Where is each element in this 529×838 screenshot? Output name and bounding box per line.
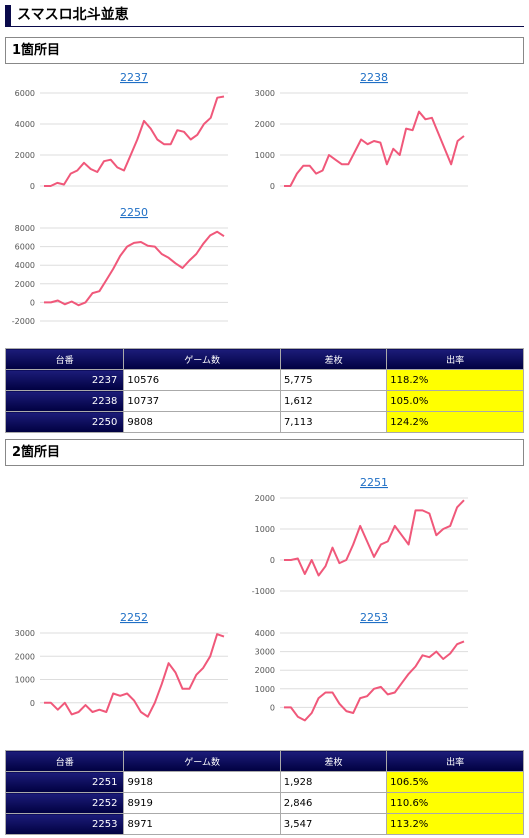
y-tick-label: 3000 [15,629,35,638]
table-cell: 2252 [4,792,125,814]
y-tick-label: 1000 [255,525,275,534]
table-row: 2252 8919 2,846 110.6% [4,792,524,814]
table-cell: 113.2% [386,813,524,835]
y-tick-label: 3000 [255,648,275,657]
chart-title[interactable]: 2250 [120,206,148,219]
y-tick-label: 0 [30,182,35,191]
header-row: 台番 ゲーム数 差枚 出率 [4,750,524,772]
table-cell: 2251 [4,771,125,793]
y-tick-label: 2000 [15,151,35,160]
table-cell: 5,775 [279,369,388,391]
y-tick-label: 1000 [255,685,275,694]
data-line [284,110,465,187]
y-tick-label: 8000 [15,224,35,233]
data-line [284,640,465,722]
y-tick-label: 1000 [15,676,35,685]
column-header: 台番 [4,348,125,370]
chart-title[interactable]: 2252 [120,611,148,624]
table-cell: 3,547 [279,813,388,835]
y-tick-label: 0 [270,182,275,191]
table-cell: 2,846 [279,792,388,814]
line-chart: 2251 -1000 0 1000 2000 [252,476,468,596]
table-cell: 8919 [123,792,281,814]
chart-title[interactable]: 2251 [360,476,388,489]
y-tick-label: 2000 [255,666,275,675]
y-tick-label: 1000 [255,151,275,160]
table-cell: 110.6% [386,792,524,814]
data-line [284,499,465,577]
line-chart: 2253 0 1000 2000 3000 4000 [255,611,468,722]
line-chart: 2238 0 1000 2000 3000 [255,71,468,191]
y-tick-label: 2000 [15,652,35,661]
table-cell: 1,928 [279,771,388,793]
data-line [44,633,225,718]
table-row: 2253 8971 3,547 113.2% [4,813,524,835]
y-tick-label: 0 [30,699,35,708]
column-header: ゲーム数 [123,750,281,772]
table-cell: 118.2% [386,369,524,391]
y-tick-label: 0 [30,298,35,307]
table-cell: 2250 [4,411,125,433]
column-header: 出率 [386,750,524,772]
table-cell: 9918 [123,771,281,793]
column-header: 台番 [4,750,125,772]
table-cell: 2237 [4,369,125,391]
y-tick-label: 6000 [15,243,35,252]
table-cell: 10576 [123,369,281,391]
y-tick-label: 4000 [255,629,275,638]
column-header: ゲーム数 [123,348,281,370]
table-cell: 105.0% [386,390,524,412]
y-tick-label: 0 [270,703,275,712]
y-tick-label: 2000 [255,120,275,129]
data-line [44,95,225,187]
line-chart: 2237 0 2000 4000 6000 [15,71,228,191]
y-tick-label: 4000 [15,120,35,129]
table-cell: 9808 [123,411,281,433]
header-row: 台番 ゲーム数 差枚 出率 [4,348,524,370]
y-tick-label: 2000 [255,494,275,503]
table-cell: 2238 [4,390,125,412]
section-heading: 2箇所目 [5,439,524,466]
y-tick-label: -2000 [12,317,35,326]
chart-title[interactable]: 2253 [360,611,388,624]
page-title: スマスロ北斗並恵 [5,5,524,27]
data-table: 台番 ゲーム数 差枚 出率 2237 10576 5,775 118.2% 2238 10737 1… [4,348,524,433]
table-row: 2238 10737 1,612 105.0% [4,390,524,412]
y-tick-label: -1000 [252,587,275,596]
table-cell: 124.2% [386,411,524,433]
section-heading: 1箇所目 [5,37,524,64]
table-cell: 7,113 [279,411,388,433]
column-header: 差枚 [279,348,388,370]
y-tick-label: 0 [270,556,275,565]
chart-title[interactable]: 2238 [360,71,388,84]
column-header: 出率 [386,348,524,370]
y-tick-label: 6000 [15,89,35,98]
table-cell: 8971 [123,813,281,835]
table-cell: 10737 [123,390,281,412]
data-table: 台番 ゲーム数 差枚 出率 2251 9918 1,928 106.5% 2252 8919 2,8… [4,750,524,835]
data-line [44,230,225,307]
table-cell: 106.5% [386,771,524,793]
y-tick-label: 3000 [255,89,275,98]
y-tick-label: 2000 [15,280,35,289]
table-cell: 2253 [4,813,125,835]
line-chart: 2250 -2000 0 2000 4000 6000 8000 [12,206,228,326]
y-tick-label: 4000 [15,261,35,270]
table-row: 2237 10576 5,775 118.2% [4,369,524,391]
chart-title[interactable]: 2237 [120,71,148,84]
table-row: 2250 9808 7,113 124.2% [4,411,524,433]
table-row: 2251 9918 1,928 106.5% [4,771,524,793]
line-chart: 2252 0 1000 2000 3000 [15,611,228,718]
column-header: 差枚 [279,750,388,772]
table-cell: 1,612 [279,390,388,412]
